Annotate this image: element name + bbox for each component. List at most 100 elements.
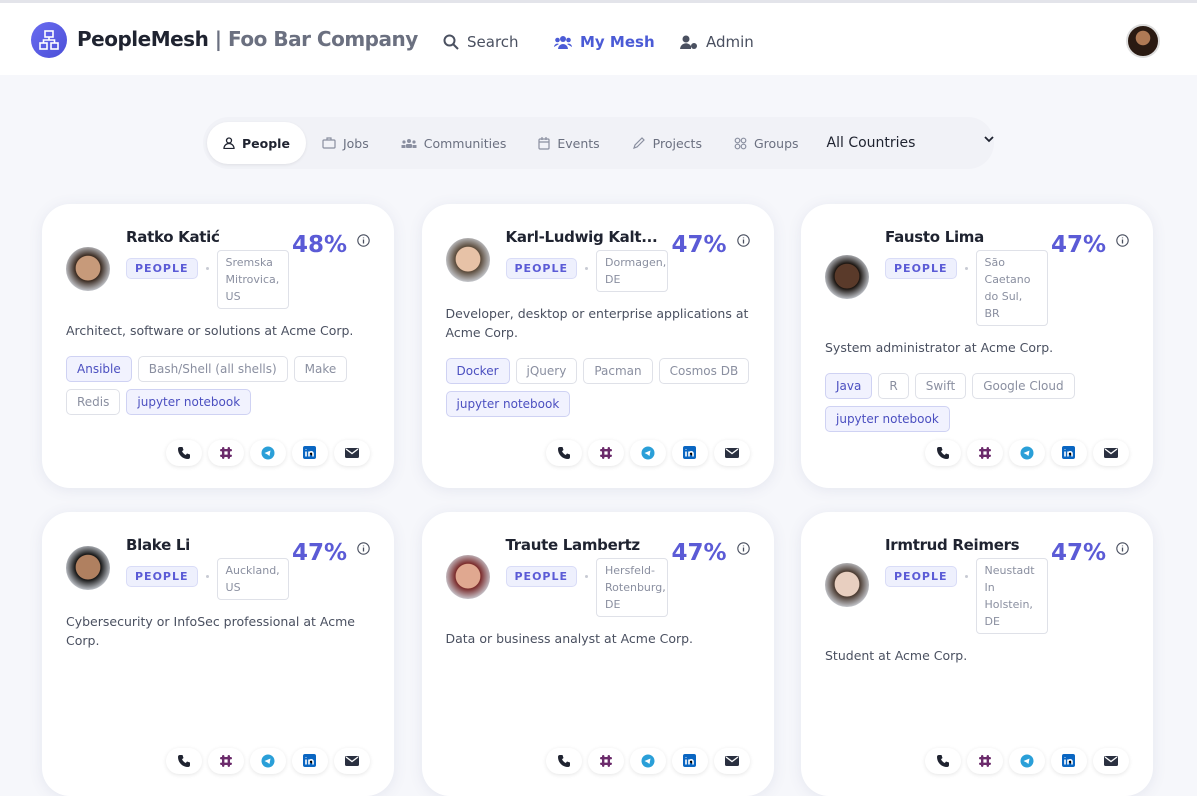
contact-button[interactable] [925,748,961,774]
country-select[interactable]: All Countries [827,135,994,151]
icon-svg [734,137,747,149]
contact-button[interactable] [208,748,244,774]
person-card[interactable]: Fausto Lima PEOPLE São Caetano do Sul, BR 4… [801,204,1153,488]
skill-chip[interactable]: jupyter notebook [825,406,950,432]
skill-chip[interactable]: Bash/Shell (all shells) [137,356,288,382]
info-icon[interactable] [1116,234,1129,247]
user-avatar[interactable] [1126,24,1160,58]
contact-button[interactable] [292,748,328,774]
dot [964,267,968,270]
skill-chip[interactable]: jupyter notebook [445,391,571,417]
skill-chip[interactable]: Swift [914,373,967,399]
contact-button[interactable] [292,440,328,466]
contact-button[interactable] [713,748,750,774]
contact-button[interactable] [967,748,1003,774]
role: System administrator at Acme Corp. [825,340,1054,355]
skill-chip[interactable]: Cosmos DB [658,358,750,384]
contact-button[interactable] [334,748,370,774]
skill-chip[interactable]: Google Cloud [972,373,1075,399]
icon-svg [1062,446,1075,459]
icon [357,234,370,247]
skill-chip[interactable]: Pacman [583,358,653,384]
contact-button[interactable] [1009,440,1045,466]
match-score: 47% [1050,232,1106,258]
info-icon[interactable] [736,542,750,555]
contact-button[interactable] [629,440,666,466]
contact-button[interactable] [545,748,582,774]
skill-chip[interactable]: Redis [66,389,121,415]
contact-button[interactable] [713,440,750,466]
avatar[interactable] [825,563,869,607]
contact-button[interactable] [1093,440,1129,466]
contact-button[interactable] [208,440,244,466]
nav-search[interactable]: Search [443,33,519,51]
avatar[interactable] [445,238,490,282]
icon [682,754,697,768]
info-icon[interactable] [736,234,750,247]
avatar[interactable] [66,546,110,590]
avatar[interactable] [445,554,490,599]
person-name[interactable]: Irmtrud Reimers [885,536,1020,554]
person-name[interactable]: Ratko Katić [126,228,220,246]
info-icon[interactable] [357,542,370,555]
skill-chip[interactable]: jupyter notebook [126,389,252,415]
avatar[interactable] [825,255,869,299]
contact-button[interactable] [166,748,202,774]
skill-chip[interactable]: Ansible [66,356,132,382]
contact-button[interactable] [166,440,202,466]
contact-button[interactable] [629,748,666,774]
skill-chip[interactable]: jQuery [515,358,578,384]
person-name[interactable]: Fausto Lima [885,228,984,246]
filter-tab[interactable]: Groups [718,122,815,164]
filter-tab[interactable]: Projects [616,122,718,164]
nav-admin[interactable]: Admin [680,33,754,51]
contact-button[interactable] [1051,440,1087,466]
filter-tab[interactable]: Events [522,122,615,164]
person-card[interactable]: Ratko Katić PEOPLE Sremska Mitrovica, US 48… [42,204,394,488]
contacts [166,748,370,774]
contacts [925,748,1129,774]
person-name[interactable]: Karl-Ludwig Kalt... [505,228,658,246]
person-card[interactable]: Blake Li PEOPLE Auckland, US 47% Cybersecuri… [42,512,394,796]
contact-button[interactable] [925,440,961,466]
info-icon[interactable] [357,234,370,247]
avatar[interactable] [66,246,110,291]
tab-label: Jobs [342,135,369,151]
contact-button[interactable] [671,748,708,774]
company-name: | Foo Bar Company [214,27,418,51]
person-card[interactable]: Irmtrud Reimers PEOPLE Neustadt In Holstei… [801,512,1153,796]
nav-label: My Mesh [580,33,655,51]
contact-button[interactable] [545,440,582,466]
filter-tab[interactable]: Communities [385,122,523,164]
match-score: 47% [671,232,727,258]
skill-chip[interactable]: Docker [445,358,510,384]
nav-my-mesh[interactable]: My Mesh [554,33,655,51]
skill-chip[interactable]: Java [825,373,873,399]
person-name[interactable]: Blake Li [126,536,190,554]
contact-button[interactable] [334,440,370,466]
filter-tab[interactable]: Jobs [306,122,385,164]
contact-button[interactable] [1051,748,1087,774]
skill-chip[interactable]: Make [293,356,348,382]
info-icon[interactable] [1116,542,1129,555]
filter-tab[interactable]: People [207,122,306,164]
contact-button[interactable] [1009,748,1045,774]
logo[interactable] [31,22,67,58]
dot [964,575,968,578]
contact-button[interactable] [250,748,286,774]
person-card[interactable]: Traute Lambertz PEOPLE Hersfeld-Rotenburg,… [421,512,774,796]
contact-button[interactable] [1093,748,1129,774]
type-tag: PEOPLE [885,566,957,587]
contact-button[interactable] [587,748,624,774]
brand[interactable]: PeopleMesh | Foo Bar Company [77,27,418,51]
contact-button[interactable] [587,440,624,466]
icon [177,446,191,460]
contact-button[interactable] [250,440,286,466]
top-bar: PeopleMesh | Foo Bar Company Search My M… [0,0,1197,75]
skill-chip[interactable]: R [878,373,909,399]
contact-button[interactable] [967,440,1003,466]
person-name[interactable]: Traute Lambertz [505,536,641,554]
contact-button[interactable] [671,440,708,466]
type-tag: PEOPLE [126,258,198,279]
person-card[interactable]: Karl-Ludwig Kalt... PEOPLE Dormagen, DE 47%… [421,204,774,488]
